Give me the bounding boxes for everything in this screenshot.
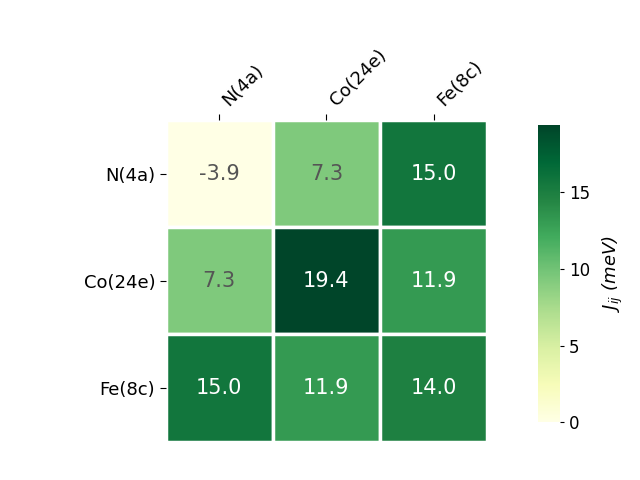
Bar xyxy=(166,227,273,335)
Bar xyxy=(166,120,273,227)
Text: 7.3: 7.3 xyxy=(203,271,236,291)
Text: 14.0: 14.0 xyxy=(410,378,457,398)
Text: 19.4: 19.4 xyxy=(303,271,349,291)
Bar xyxy=(166,335,273,442)
Text: 11.9: 11.9 xyxy=(303,378,349,398)
Bar xyxy=(380,120,487,227)
Text: 15.0: 15.0 xyxy=(410,164,457,184)
Text: 11.9: 11.9 xyxy=(410,271,457,291)
Text: 7.3: 7.3 xyxy=(310,164,343,184)
Text: -3.9: -3.9 xyxy=(199,164,239,184)
Bar xyxy=(380,227,487,335)
Text: 15.0: 15.0 xyxy=(196,378,243,398)
Y-axis label: $J_{ij}$ (meV): $J_{ij}$ (meV) xyxy=(601,235,625,312)
Bar xyxy=(273,120,380,227)
Bar xyxy=(380,335,487,442)
Bar xyxy=(273,335,380,442)
Bar xyxy=(273,227,380,335)
